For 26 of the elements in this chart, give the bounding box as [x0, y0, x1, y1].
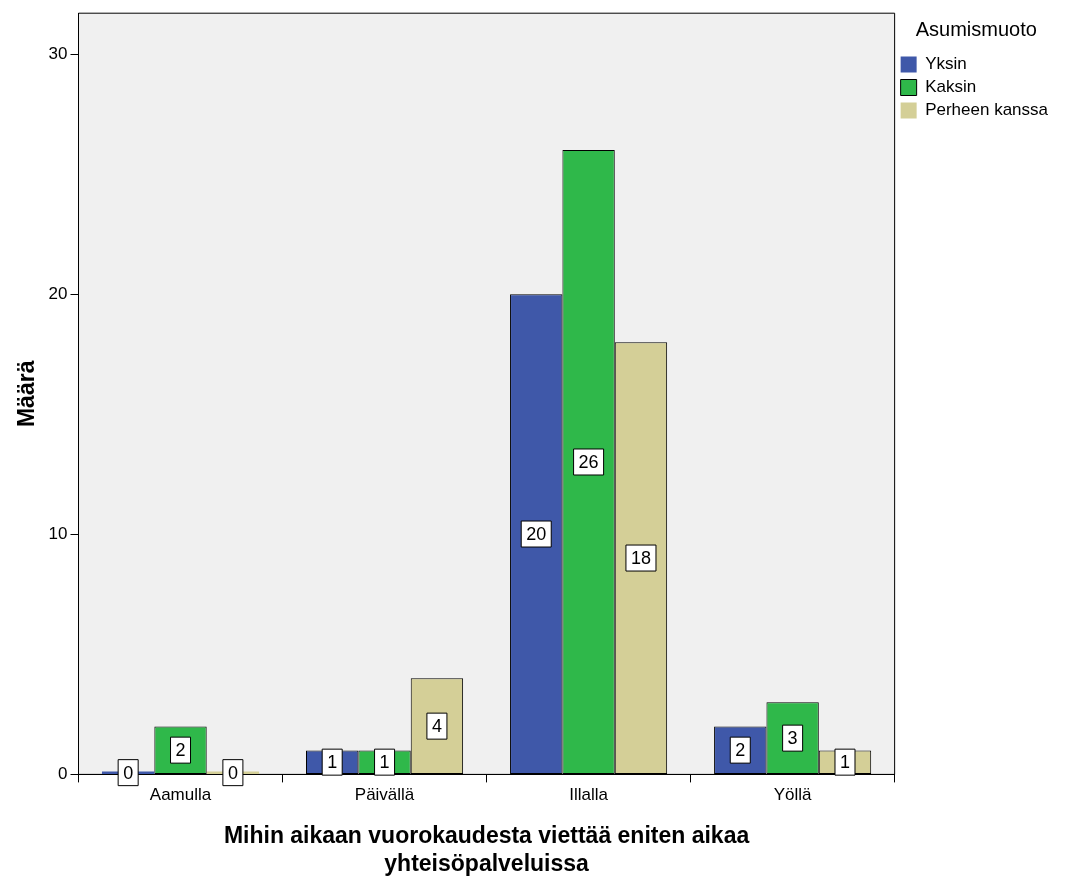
- data-label: 18: [630, 548, 651, 569]
- data-label: 26: [578, 451, 599, 472]
- data-label: 1: [839, 752, 850, 773]
- legend-label: Perheen kanssa: [925, 100, 1049, 120]
- data-label: 2: [735, 740, 746, 761]
- x-axis-title: Mihin aikaan vuorokaudesta viettää eniten aikaa yhteisöpalveluissa: [223, 821, 750, 876]
- data-label: 4: [431, 716, 442, 737]
- legend-title: Asumismuoto: [915, 17, 1037, 40]
- x-tick-label: Aamulla: [149, 785, 212, 805]
- x-tick-label: Päivällä: [354, 785, 415, 805]
- data-label: 0: [227, 762, 238, 783]
- data-label: 2: [175, 740, 186, 761]
- y-tick-label: 30: [48, 43, 68, 63]
- legend-label: Yksin: [925, 54, 967, 74]
- x-tick-label: Yöllä: [773, 785, 813, 805]
- y-tick-label: 0: [58, 764, 68, 784]
- y-tick-label: 20: [48, 283, 68, 303]
- legend-label: Kaksin: [925, 77, 977, 97]
- x-tick-label: Illalla: [569, 785, 609, 805]
- y-axis-title: Määrä: [13, 360, 40, 428]
- y-tick-label: 10: [48, 523, 68, 543]
- data-label: 3: [787, 728, 798, 749]
- data-label: 0: [123, 762, 134, 783]
- data-label: 1: [327, 752, 338, 773]
- data-label: 20: [526, 523, 547, 544]
- data-label: 1: [379, 752, 390, 773]
